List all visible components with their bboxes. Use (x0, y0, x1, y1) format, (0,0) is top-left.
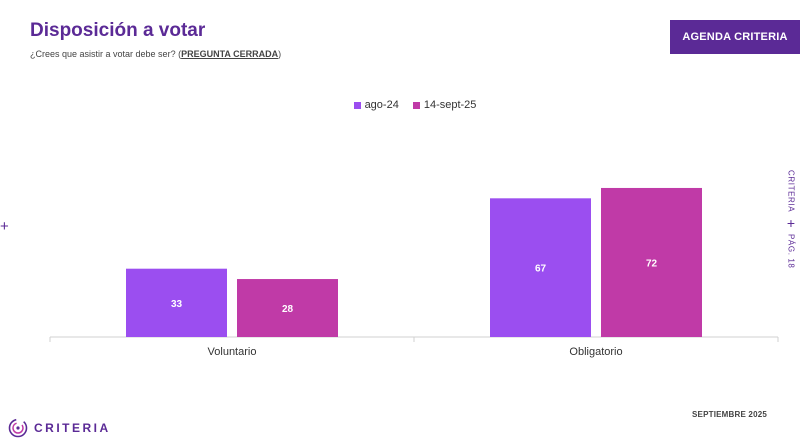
criteria-logo: CRITERIA (8, 418, 111, 438)
legend-item-series-1: ago-24 (353, 99, 399, 111)
legend-label-series-1: ago-24 (364, 99, 399, 111)
legend-swatch-series-2 (412, 101, 420, 109)
bar-1-1 (126, 268, 227, 337)
page-title: Disposición a votar (30, 20, 206, 41)
legend-item-series-2: 14-sept-25 (412, 99, 477, 111)
question-close-paren: ) (278, 49, 282, 59)
bar-value-label: 33 (171, 299, 183, 310)
criteria-swirl-icon (8, 418, 28, 438)
bar-1-2 (490, 198, 591, 337)
side-plus-icon: + (786, 215, 796, 232)
legend-label-series-2: 14-sept-25 (423, 99, 477, 111)
side-brand-text: CRITERIA (786, 170, 796, 213)
chart-legend: ago-24 14-sept-25 (0, 99, 800, 111)
legend-swatch-series-1 (353, 101, 361, 109)
bar-value-label: 28 (282, 304, 294, 315)
question-text: ¿Crees que asistir a votar debe ser? ( (30, 49, 182, 59)
category-label: Voluntario (208, 346, 257, 358)
bar-value-label: 72 (646, 258, 658, 269)
page-number: PÁG. 18 (786, 234, 796, 269)
side-brand-strip: CRITERIA + PÁG. 18 (784, 170, 798, 290)
bar-2-1 (237, 279, 338, 337)
bar-value-label: 67 (535, 264, 547, 275)
report-date: SEPTIEMBRE 2025 (692, 410, 768, 419)
question-subtitle: ¿Crees que asistir a votar debe ser? (PR… (30, 49, 281, 59)
logo-wordmark: CRITERIA (34, 421, 111, 435)
bar-2-2 (601, 187, 702, 337)
agenda-criteria-button[interactable]: AGENDA CRITERIA (670, 20, 800, 54)
plus-decoration-icon: + (0, 218, 9, 235)
category-label: Obligatorio (569, 346, 622, 358)
question-type-tag: PREGUNTA CERRADA (181, 49, 279, 59)
